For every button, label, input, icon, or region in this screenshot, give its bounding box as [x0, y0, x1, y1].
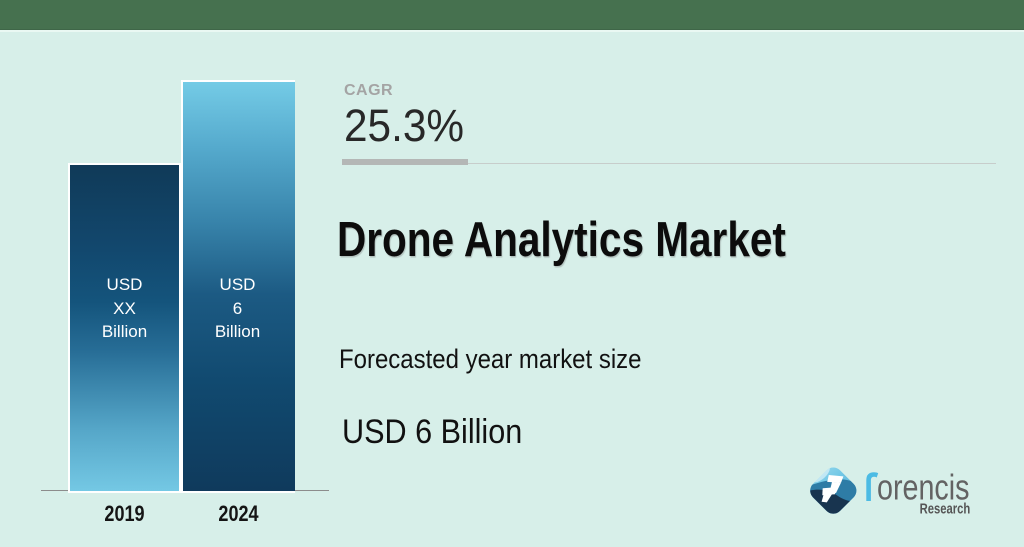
svg-text:orencis: orencis	[877, 467, 970, 508]
svg-text:Research: Research	[920, 500, 971, 517]
